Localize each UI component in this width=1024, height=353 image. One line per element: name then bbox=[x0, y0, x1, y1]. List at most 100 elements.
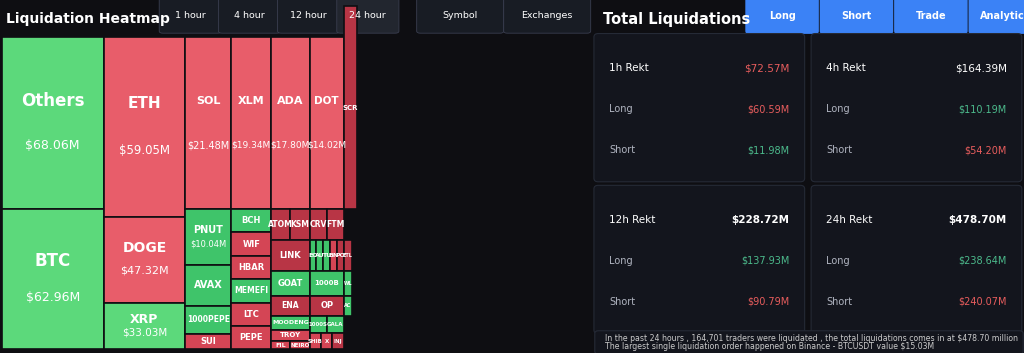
Text: $68.06M: $68.06M bbox=[26, 139, 80, 152]
FancyBboxPatch shape bbox=[344, 271, 351, 296]
Text: 1 hour: 1 hour bbox=[175, 11, 206, 20]
Text: Long: Long bbox=[826, 256, 850, 266]
Text: LTC: LTC bbox=[244, 310, 259, 319]
Text: KSM: KSM bbox=[291, 220, 309, 229]
FancyBboxPatch shape bbox=[316, 240, 324, 271]
Text: AC: AC bbox=[344, 303, 351, 309]
FancyBboxPatch shape bbox=[309, 240, 316, 271]
FancyBboxPatch shape bbox=[231, 256, 271, 279]
Text: SUI: SUI bbox=[201, 337, 216, 346]
Text: The largest single liquidation order happened on Binance - BTCUSDT value $15.03M: The largest single liquidation order hap… bbox=[604, 342, 934, 351]
FancyBboxPatch shape bbox=[309, 37, 344, 209]
Text: $90.79M: $90.79M bbox=[748, 297, 790, 307]
FancyBboxPatch shape bbox=[811, 34, 1022, 182]
Text: SHIB: SHIB bbox=[308, 339, 323, 343]
Text: Long: Long bbox=[609, 256, 633, 266]
Text: $33.03M: $33.03M bbox=[122, 327, 167, 337]
Text: BTC: BTC bbox=[35, 252, 71, 270]
Text: CRV: CRV bbox=[309, 220, 327, 229]
Text: PO: PO bbox=[336, 253, 345, 258]
Text: $47.32M: $47.32M bbox=[120, 266, 169, 276]
Text: NEIRO: NEIRO bbox=[291, 343, 309, 348]
Text: INJ: INJ bbox=[334, 339, 342, 343]
FancyBboxPatch shape bbox=[321, 333, 333, 349]
FancyBboxPatch shape bbox=[969, 0, 1024, 34]
Text: Liquidation Heatmap: Liquidation Heatmap bbox=[6, 12, 170, 26]
Text: $137.93M: $137.93M bbox=[741, 256, 790, 266]
FancyBboxPatch shape bbox=[344, 240, 351, 271]
FancyBboxPatch shape bbox=[594, 185, 805, 334]
Text: $59.05M: $59.05M bbox=[119, 144, 170, 157]
Text: $72.57M: $72.57M bbox=[744, 63, 790, 73]
FancyBboxPatch shape bbox=[103, 37, 185, 217]
FancyBboxPatch shape bbox=[595, 331, 1023, 353]
Text: EO: EO bbox=[308, 253, 317, 258]
Text: X: X bbox=[325, 339, 329, 343]
Text: WL: WL bbox=[343, 281, 352, 286]
FancyBboxPatch shape bbox=[185, 265, 231, 306]
FancyBboxPatch shape bbox=[2, 37, 103, 209]
FancyBboxPatch shape bbox=[271, 209, 291, 240]
FancyBboxPatch shape bbox=[2, 209, 103, 349]
Text: FIL: FIL bbox=[275, 343, 286, 348]
FancyBboxPatch shape bbox=[309, 296, 344, 316]
Text: 1000S: 1000S bbox=[308, 322, 328, 327]
Text: ETH: ETH bbox=[128, 96, 161, 111]
Text: MEMEFI: MEMEFI bbox=[234, 286, 268, 295]
FancyBboxPatch shape bbox=[185, 209, 231, 265]
FancyBboxPatch shape bbox=[309, 333, 321, 349]
FancyBboxPatch shape bbox=[327, 316, 344, 333]
Text: 24h Rekt: 24h Rekt bbox=[826, 215, 872, 225]
FancyBboxPatch shape bbox=[819, 0, 893, 34]
Text: BCH: BCH bbox=[242, 216, 261, 225]
FancyBboxPatch shape bbox=[344, 296, 351, 316]
Text: ENA: ENA bbox=[282, 301, 299, 310]
FancyBboxPatch shape bbox=[330, 240, 337, 271]
Text: PEPE: PEPE bbox=[240, 333, 263, 342]
FancyBboxPatch shape bbox=[231, 232, 271, 256]
Text: $60.59M: $60.59M bbox=[748, 104, 790, 114]
Text: $110.19M: $110.19M bbox=[958, 104, 1007, 114]
Text: In the past 24 hours , 164,701 traders were liquidated , the total liquidations : In the past 24 hours , 164,701 traders w… bbox=[604, 334, 1018, 343]
FancyBboxPatch shape bbox=[185, 37, 231, 209]
Text: $10.04M: $10.04M bbox=[190, 240, 226, 249]
FancyBboxPatch shape bbox=[291, 209, 309, 240]
FancyBboxPatch shape bbox=[291, 341, 309, 349]
FancyBboxPatch shape bbox=[309, 271, 344, 296]
Text: 24 hour: 24 hour bbox=[349, 11, 386, 20]
Text: $238.64M: $238.64M bbox=[958, 256, 1007, 266]
FancyBboxPatch shape bbox=[271, 341, 291, 349]
Text: $164.39M: $164.39M bbox=[954, 63, 1007, 73]
Text: Trade: Trade bbox=[915, 11, 946, 20]
Text: ATOM: ATOM bbox=[268, 220, 293, 229]
FancyBboxPatch shape bbox=[159, 0, 221, 33]
FancyBboxPatch shape bbox=[324, 240, 330, 271]
FancyBboxPatch shape bbox=[103, 303, 185, 349]
Text: Short: Short bbox=[826, 145, 852, 155]
Text: $228.72M: $228.72M bbox=[731, 215, 790, 225]
Text: 4h Rekt: 4h Rekt bbox=[826, 63, 866, 73]
Text: 1000PEPE: 1000PEPE bbox=[186, 315, 229, 324]
Text: LINK: LINK bbox=[280, 251, 301, 260]
Text: FTM: FTM bbox=[326, 220, 344, 229]
FancyBboxPatch shape bbox=[344, 6, 357, 209]
FancyBboxPatch shape bbox=[894, 0, 968, 34]
Text: TROY: TROY bbox=[280, 333, 301, 339]
Text: GALA: GALA bbox=[327, 322, 343, 327]
FancyBboxPatch shape bbox=[103, 217, 185, 303]
FancyBboxPatch shape bbox=[231, 279, 271, 303]
Text: $21.48M: $21.48M bbox=[187, 140, 229, 150]
Text: OP: OP bbox=[321, 301, 333, 310]
FancyBboxPatch shape bbox=[231, 326, 271, 349]
Text: PNUT: PNUT bbox=[194, 225, 223, 235]
Text: Short: Short bbox=[609, 145, 635, 155]
Text: Exchanges: Exchanges bbox=[521, 11, 572, 20]
Text: Others: Others bbox=[20, 92, 84, 110]
Text: $62.96M: $62.96M bbox=[26, 291, 80, 304]
Text: ADA: ADA bbox=[278, 96, 303, 106]
FancyBboxPatch shape bbox=[271, 316, 309, 330]
Text: $11.98M: $11.98M bbox=[748, 145, 790, 155]
Text: $54.20M: $54.20M bbox=[965, 145, 1007, 155]
Text: AVAX: AVAX bbox=[194, 280, 222, 291]
Text: TU: TU bbox=[323, 253, 332, 258]
